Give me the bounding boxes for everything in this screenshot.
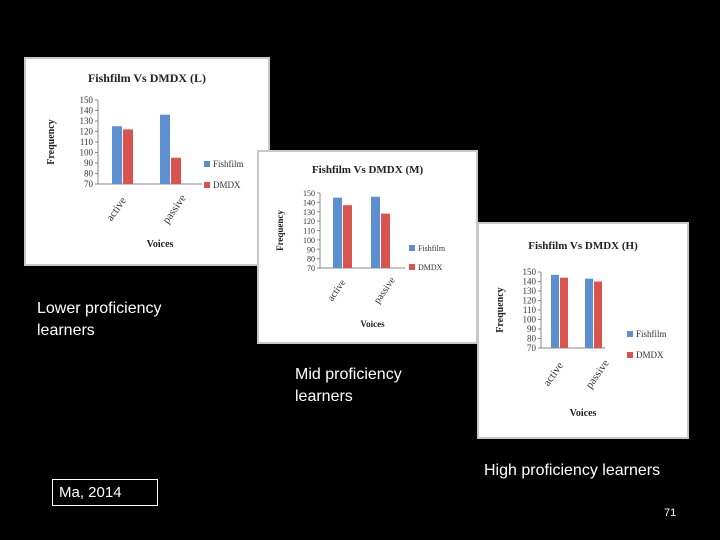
legend-swatch-fishfilm <box>204 161 210 167</box>
y-axis-label: Frequency <box>275 210 285 251</box>
legend-label-dmdx: DMDX <box>213 180 241 190</box>
y-tick-label: 150 <box>303 189 315 198</box>
y-tick-label: 80 <box>307 255 315 264</box>
legend-swatch-fishfilm <box>627 331 633 337</box>
chart-card-low: Fishfilm Vs DMDX (L) 70 80 90 100 110 120 130 1… <box>24 57 270 266</box>
legend-label-fishfilm: Fishfilm <box>418 244 446 253</box>
chart-card-mid: Fishfilm Vs DMDX (M) 70 80 90 100 110 120 130 1… <box>257 150 478 344</box>
legend-swatch-fishfilm <box>409 245 415 251</box>
x-tick-label: passive <box>160 192 188 226</box>
legend-label-dmdx: DMDX <box>636 350 664 360</box>
y-tick-label: 140 <box>523 277 537 287</box>
legend-label-fishfilm: Fishfilm <box>636 329 667 339</box>
x-tick-label: active <box>326 277 349 303</box>
y-tick-label: 130 <box>523 286 537 296</box>
y-tick-label: 150 <box>80 95 94 105</box>
y-tick-label: 120 <box>303 217 315 226</box>
chart-title: Fishfilm Vs DMDX (H) <box>528 240 638 252</box>
page-number: 71 <box>664 507 677 519</box>
bar-fishfilm-passive <box>371 196 380 268</box>
bar-dmdx-active <box>343 205 352 268</box>
bar-dmdx-passive <box>594 281 602 348</box>
caption-mid-proficiency: Mid proficiency learners <box>295 366 402 405</box>
bar-fishfilm-active <box>112 126 122 184</box>
x-tick-label: active <box>104 195 129 223</box>
bar-dmdx-active <box>123 129 133 184</box>
x-tick-label: active <box>541 360 566 388</box>
chart-title: Fishfilm Vs DMDX (M) <box>311 164 424 176</box>
y-tick-label: 100 <box>523 315 537 325</box>
y-tick-label: 70 <box>84 179 94 189</box>
y-tick-label: 70 <box>527 343 537 353</box>
x-tick-label: passive <box>583 357 611 391</box>
y-tick-label: 110 <box>523 305 537 315</box>
bar-fishfilm-passive <box>585 278 593 348</box>
citation-box: Ma, 2014 <box>52 479 158 506</box>
y-tick-label: 150 <box>523 267 537 277</box>
y-tick-label: 120 <box>80 127 94 137</box>
legend-label-dmdx: DMDX <box>418 263 443 272</box>
y-tick-label: 90 <box>84 158 94 168</box>
y-tick-label: 90 <box>307 245 315 254</box>
bar-fishfilm-active <box>333 197 342 268</box>
bar-fishfilm-active <box>551 274 559 348</box>
bar-dmdx-passive <box>381 213 390 268</box>
chart-card-high: Fishfilm Vs DMDX (H) 70 80 90 100 110 120 130 1… <box>477 222 689 439</box>
legend-swatch-dmdx <box>409 264 415 270</box>
y-tick-label: 130 <box>80 116 94 126</box>
y-tick-label: 80 <box>84 169 94 179</box>
y-axis-label: Frequency <box>46 119 57 164</box>
y-tick-label: 110 <box>303 227 315 236</box>
y-axis-label: Frequency <box>495 287 506 332</box>
legend-swatch-dmdx <box>204 182 210 188</box>
bar-fishfilm-passive <box>160 114 170 184</box>
chart-title: Fishfilm Vs DMDX (L) <box>87 71 207 85</box>
caption-lower-proficiency: Lower proficiency learners <box>37 300 162 339</box>
y-tick-label: 140 <box>303 198 315 207</box>
x-axis-label: Voices <box>147 239 174 250</box>
y-tick-label: 100 <box>80 148 94 158</box>
y-tick-label: 70 <box>307 264 315 273</box>
y-tick-label: 130 <box>303 208 315 217</box>
y-tick-label: 140 <box>80 106 94 116</box>
y-tick-label: 100 <box>303 236 315 245</box>
x-axis-label: Voices <box>570 408 597 419</box>
legend-swatch-dmdx <box>627 352 633 358</box>
bar-dmdx-active <box>560 277 568 348</box>
y-tick-label: 80 <box>527 334 537 344</box>
y-tick-label: 90 <box>527 324 537 334</box>
x-axis-label: Voices <box>360 319 385 329</box>
y-tick-label: 120 <box>523 296 537 306</box>
legend-label-fishfilm: Fishfilm <box>213 159 244 169</box>
caption-high-proficiency: High proficiency learners <box>484 462 661 479</box>
bar-dmdx-passive <box>171 157 181 184</box>
y-tick-label: 110 <box>80 137 94 147</box>
x-tick-label: passive <box>372 275 398 306</box>
